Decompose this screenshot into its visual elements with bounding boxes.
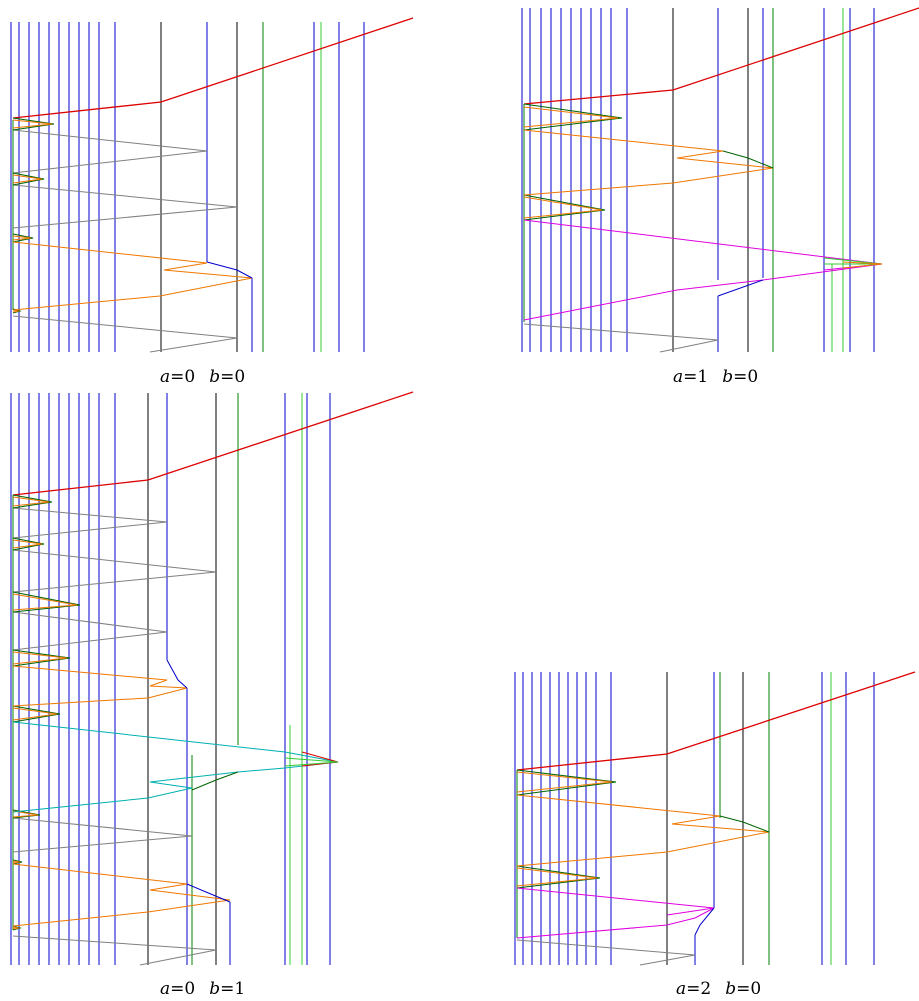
black-vertical-lines — [672, 8, 749, 352]
svg-text:a=0b=1: a=0 b=1 — [160, 979, 245, 999]
blue-connectors — [166, 659, 231, 903]
b-label: b — [722, 367, 733, 387]
black-vertical-lines — [147, 393, 217, 965]
b-label: b — [209, 367, 220, 387]
orange-paths — [523, 129, 774, 196]
b-label: b — [209, 979, 220, 999]
blue-connector — [206, 261, 253, 279]
b-value: =1 — [220, 979, 245, 999]
orange-paths — [516, 794, 770, 867]
magenta-paths — [523, 219, 883, 321]
magenta-paths — [516, 887, 715, 939]
panel-a1-b0: a=1 b=0 — [521, 7, 919, 387]
blue-connector — [717, 279, 764, 297]
panel-a0-b0: a=0 b=0 — [10, 17, 414, 387]
green-vertical-lines — [523, 8, 774, 352]
zigzags — [523, 103, 623, 221]
gray-reflection-path — [516, 939, 696, 966]
svg-text:a=1b=0: a=1 b=0 — [673, 367, 758, 387]
blue-vertical-lines — [514, 672, 875, 965]
a-label: a — [676, 979, 686, 999]
green-connector — [719, 815, 770, 833]
small-zigzags — [12, 494, 81, 931]
green-near-reflection — [284, 757, 339, 767]
small-zigzags — [12, 117, 55, 314]
b-value: =0 — [220, 367, 245, 387]
b-value: =0 — [733, 367, 758, 387]
caption: a=2 b=0 — [676, 979, 761, 999]
blue-vertical-lines — [10, 393, 331, 965]
red-incident-ray — [12, 391, 414, 496]
blue-vertical-lines — [521, 8, 875, 352]
svg-text:a=2b=0: a=2 b=0 — [676, 979, 761, 999]
svg-text:a=0b=0: a=0 b=0 — [160, 367, 245, 387]
caption: a=0 b=0 — [160, 367, 245, 387]
b-value: =0 — [736, 979, 761, 999]
a-label: a — [160, 367, 170, 387]
red-incident-ray — [523, 7, 919, 105]
zigzags — [516, 769, 617, 889]
caption: a=1 b=0 — [673, 367, 758, 387]
green-vertical-lines — [12, 393, 239, 965]
cyan-paths — [12, 721, 339, 813]
black-vertical-lines — [160, 22, 238, 352]
a-value: =0 — [170, 367, 195, 387]
orange-near-reflection — [842, 261, 883, 269]
a-label: a — [673, 367, 683, 387]
blue-vertical-lines — [10, 22, 365, 352]
panel-a2-b0: a=2 b=0 — [514, 671, 916, 999]
orange-paths — [12, 665, 231, 927]
green-vertical-lines — [12, 22, 264, 352]
panel-a0-b1: a=0 b=1 — [10, 391, 414, 999]
b-label: b — [725, 979, 736, 999]
red-incident-ray — [12, 17, 414, 119]
green-connector — [191, 771, 239, 791]
orange-paths — [12, 241, 253, 311]
caption: a=0 b=1 — [160, 979, 245, 999]
gray-reflection-paths — [12, 507, 217, 966]
black-vertical-lines — [666, 672, 744, 965]
green-connector — [722, 150, 774, 169]
a-value: =2 — [686, 979, 711, 999]
red-incident-ray — [516, 671, 916, 771]
a-value: =0 — [170, 979, 195, 999]
blue-connector — [694, 907, 715, 936]
gray-reflection-paths — [12, 129, 238, 353]
a-label: a — [160, 979, 170, 999]
a-value: =1 — [683, 367, 708, 387]
gray-reflection-path — [523, 323, 719, 353]
